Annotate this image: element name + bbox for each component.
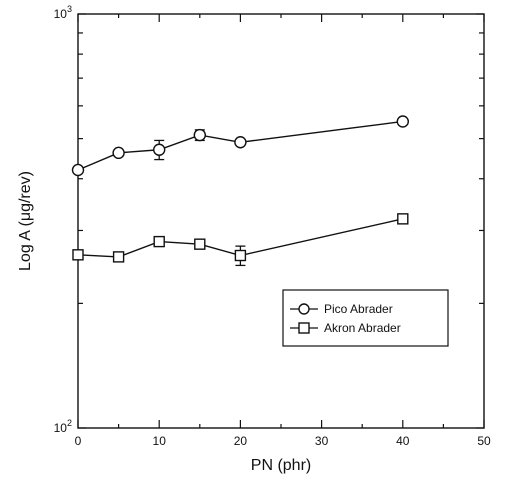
series-pico (71, 115, 409, 177)
axis-tick-labels: 0 10 20 30 40 50 102 103 (54, 4, 491, 448)
data-point (152, 143, 166, 156)
x-tick-label: 10 (153, 434, 167, 448)
legend-marker-pico (298, 303, 310, 315)
series-akron (72, 213, 409, 267)
data-point (234, 136, 247, 149)
legend-marker-akron (298, 322, 310, 334)
x-tick-label: 20 (234, 434, 248, 448)
data-point (153, 235, 165, 248)
data-point (194, 238, 206, 250)
data-point (397, 213, 409, 225)
series-line (77, 120, 403, 171)
data-point (71, 163, 85, 177)
legend-label-akron: Akron Abrader (324, 321, 401, 335)
x-tick-label: 50 (477, 434, 491, 448)
series-layer (71, 115, 409, 267)
data-point (396, 115, 409, 128)
data-point (193, 128, 207, 142)
y-tick-label: 103 (54, 4, 72, 21)
legend: Pico Abrader Akron Abrader (282, 289, 449, 347)
y-tick-label: 102 (54, 418, 72, 435)
x-tick-label: 40 (396, 434, 410, 448)
legend-box (282, 289, 449, 347)
data-point (112, 251, 125, 263)
axis-ticks (77, 13, 485, 429)
x-tick-label: 0 (75, 434, 82, 448)
data-point (234, 249, 247, 262)
y-axis-label: Log A (μg/rev) (17, 171, 34, 271)
data-point (112, 146, 125, 160)
data-point (72, 249, 84, 261)
plot-frame (77, 13, 485, 429)
legend-label-pico: Pico Abrader (324, 302, 393, 316)
x-axis-label: PN (phr) (251, 457, 311, 474)
x-tick-label: 30 (315, 434, 329, 448)
series-line (77, 218, 403, 258)
